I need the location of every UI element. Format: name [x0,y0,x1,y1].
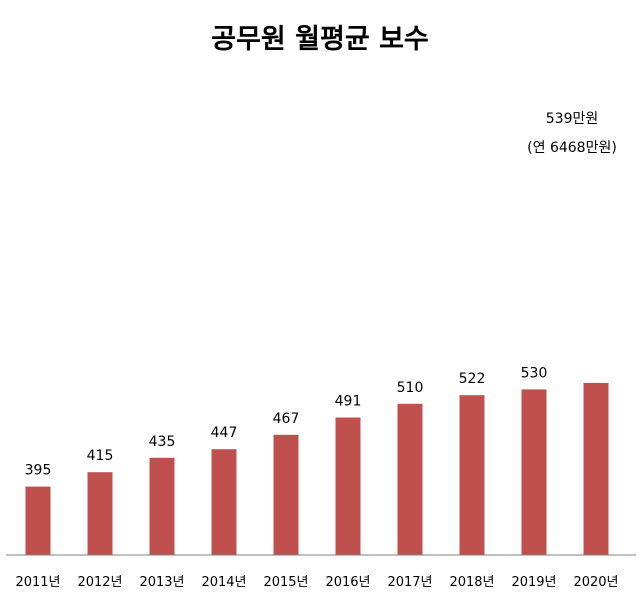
x-tick-2018년: 2018년 [449,575,494,590]
data-label-2018년: 522 [459,371,486,387]
data-label-2019년: 530 [521,365,548,381]
x-tick-2015년: 2015년 [263,575,308,590]
bar-2018년 [459,395,485,555]
data-label-2016년: 491 [335,394,362,410]
data-label-2014년: 447 [211,425,238,441]
x-tick-2020년: 2020년 [573,575,618,590]
x-tick-labels-group: 2011년 2012년 2013년 2014년 2015년 2016년 2017년 2018년… [15,575,618,590]
bar-2014년 [211,449,237,555]
bar-2012년 [87,472,113,555]
x-tick-2016년: 2016년 [325,575,370,590]
value-labels-group: 395 415 435 447 467 491 510 522 530 539만원 [25,111,599,479]
bar-2020년 [583,382,609,555]
x-tick-2011년: 2011년 [15,575,60,590]
bar-2013년 [149,457,175,555]
x-tick-2019년: 2019년 [511,575,556,590]
x-tick-2012년: 2012년 [77,575,122,590]
data-label-2011년: 395 [25,463,52,479]
bar-2019년 [521,389,547,555]
bar-2016년 [335,417,361,555]
bar-2011년 [25,486,51,555]
data-label-2013년: 435 [149,434,176,450]
bar-2017년 [397,403,423,555]
x-tick-2014년: 2014년 [201,575,246,590]
data-label-2020년: 539만원 [546,111,598,127]
bar-2015년 [273,434,299,555]
chart-title: 공무원 월평균 보수 [211,24,429,55]
annotation-label: (연 6468만원) [527,140,617,156]
x-tick-2013년: 2013년 [139,575,184,590]
data-label-2012년: 415 [87,448,114,464]
x-tick-2017년: 2017년 [387,575,432,590]
data-label-2015년: 467 [273,411,300,427]
bars-group [25,382,609,555]
data-label-2017년: 510 [397,380,424,396]
